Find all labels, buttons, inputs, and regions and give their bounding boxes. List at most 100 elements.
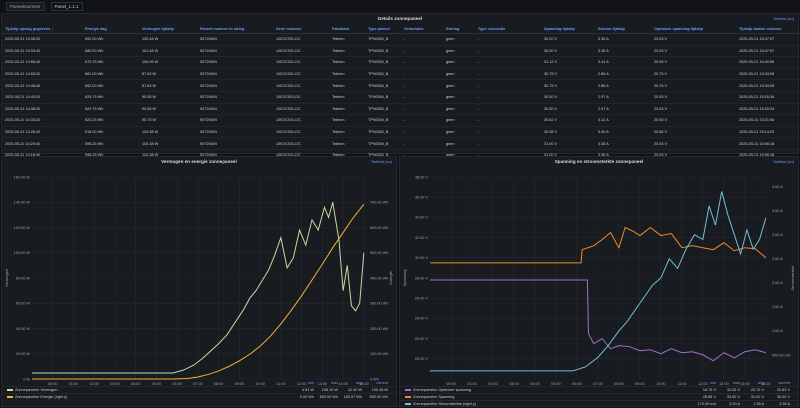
y2-tick-label: 300.00 Wh xyxy=(370,302,388,306)
voltage-current-chart[interactable]: 20.00 V 22.00 V 24.00 V 26.00 V 28.00 V 30.00… xyxy=(400,167,800,393)
column-header[interactable]: Stroom tijdstip xyxy=(595,25,651,34)
table-row[interactable]: 2025-05-21 15:03:40 680.00 Wh 101.48 W 5072… xyxy=(2,45,800,58)
table-cell: Tebeon xyxy=(329,33,365,46)
legend-max-value: 692.00 Wh xyxy=(319,395,338,399)
legend-header[interactable]: max xyxy=(732,381,740,385)
panel-title: Spanning en stroomsterkte zonnepaneel xyxy=(554,159,644,164)
column-header[interactable]: Type connectie xyxy=(475,25,541,34)
legend-row[interactable]: Zonnepanelen Vermogen 4.81 W 108.10 W 42.42… xyxy=(2,386,396,394)
legend-header[interactable]: avg xyxy=(355,381,362,385)
table-cell: 20.58 V xyxy=(651,56,736,69)
table-row[interactable]: 2025-05-21 14:48:40 652.00 Wh 87.83 W 50729… xyxy=(2,79,800,92)
table-cell: 30.75 V xyxy=(541,79,595,92)
table-row[interactable]: 2025-05-21 15:08:20 692.00 Wh 100.48 W 5072… xyxy=(2,33,800,46)
table-cell: - xyxy=(475,56,541,69)
x-tick-label: 08:00 xyxy=(214,382,224,386)
legend-row[interactable]: Zonnepanelen Spanning 28.88 V 33.00 V 31.00… xyxy=(400,393,798,401)
legend-row[interactable]: Zonnepanelen Optimizer spanning 18.75 V 32… xyxy=(400,386,798,394)
legend-series-name[interactable]: Zonnepanelen Optimizer spanning xyxy=(405,388,471,392)
legend-series-name[interactable]: Zonnepanelen Stroomsterkte (right y) xyxy=(405,402,476,406)
panel-menu-link[interactable]: Toelbar (zu) xyxy=(370,159,392,164)
table-cell: 31.12 V xyxy=(541,56,595,69)
table-cell: - xyxy=(475,33,541,46)
table-cell: 20.63 V xyxy=(651,91,736,104)
x-tick-label: 01:00 xyxy=(69,382,79,386)
table-cell: 10E2C921-DC xyxy=(273,45,329,58)
table-cell: - xyxy=(475,79,541,92)
table-cell: 10E2C921-DC xyxy=(273,114,329,127)
column-header[interactable]: Spanning tijdstip xyxy=(541,25,595,34)
table-cell: 2025-05-21 15:47:57 xyxy=(736,45,800,58)
legend-header[interactable]: max xyxy=(330,381,338,385)
table-row[interactable]: 2025-05-21 14:43:20 629.75 Wh 90.55 W 50729… xyxy=(2,91,800,104)
column-header[interactable]: Energie dag xyxy=(82,25,139,34)
legend-min-value: 0.00 Wh xyxy=(299,395,314,399)
table-cell: 100.48 W xyxy=(139,33,197,46)
y2-tick-label: 100.00 Wh xyxy=(370,352,388,356)
panel-menu-link[interactable]: Toelbar (zu) xyxy=(772,159,794,164)
legend-series-name[interactable]: Zonnepanelen Spanning xyxy=(405,395,454,399)
table-cell: 3.35 A xyxy=(595,33,651,46)
legend-header[interactable]: current xyxy=(778,381,790,385)
x-tick-label: 11:00 xyxy=(677,382,686,386)
table-cell: 2025-05-21 15:40:56 xyxy=(736,56,800,69)
table-row[interactable]: 2025-05-21 14:23:40 598.25 Wh 104.38 W 5072… xyxy=(2,137,800,150)
x-tick-label: 02:00 xyxy=(488,382,498,386)
table-cell: TPN0DM_B xyxy=(365,91,401,104)
x-tick-label: 04:00 xyxy=(131,382,141,386)
table-row[interactable]: 2025-05-21 14:33:20 622.25 Wh 95.70 W 50729… xyxy=(2,114,800,127)
y-tick-label: 32.00 V xyxy=(415,236,429,240)
column-header[interactable]: Verbonden xyxy=(401,25,443,34)
legend-series-name[interactable]: Zonnepanelen Vermogen xyxy=(7,388,58,392)
column-header[interactable]: Vermogen tijdstip xyxy=(139,25,197,34)
details-table-panel: Details zonnepaneel Toelbar (zu) Tijdsti… xyxy=(1,13,800,162)
column-header[interactable]: Tijdstip opslag gegevens ↓ xyxy=(2,25,82,34)
column-header[interactable]: Serie nummer xyxy=(273,25,329,34)
table-row[interactable]: 2025-05-21 14:28:40 618.00 Wh 103.38 W 5072… xyxy=(2,126,800,139)
table-cell: - xyxy=(475,126,541,139)
table-row[interactable]: 2025-05-21 14:53:20 661.00 Wh 87.83 W 50729… xyxy=(2,68,800,81)
y-tick-label: 0 W xyxy=(23,377,30,381)
x-tick-label: 14:00 xyxy=(740,382,750,386)
column-header[interactable]: Fabrikant xyxy=(329,25,365,34)
column-header[interactable]: Tijdstip laatste controle xyxy=(736,25,800,34)
power-energy-chart[interactable]: 0 W 20.00 W 40.00 W 60.00 W 80.00 W 100.00 W 1… xyxy=(2,167,398,393)
table-cell: 629.75 Wh xyxy=(82,103,139,116)
table-cell: Tebeon xyxy=(329,137,365,150)
legend-header[interactable]: avg xyxy=(757,381,764,385)
voltage-current-panel: Spanning en stroomsterkte zonnepaneel To… xyxy=(399,156,799,407)
x-tick-label: 15:00 xyxy=(359,382,369,386)
legend-series-name[interactable]: Zonnepanelen Energie (right y) xyxy=(7,395,67,399)
x-tick-label: 11:00 xyxy=(276,382,285,386)
column-header[interactable]: Type paneel xyxy=(365,25,401,34)
legend-header[interactable]: current xyxy=(376,381,388,385)
column-header[interactable]: Paneel nummer in string xyxy=(197,25,273,34)
legend-row[interactable]: Zonnepanelen Energie (right y) 0.00 Wh 692… xyxy=(2,393,396,401)
panel-number-select[interactable]: Panel_1.1.1 xyxy=(50,1,83,11)
table-cell: 50729454 xyxy=(197,68,273,81)
y-tick-label: 140.00 W xyxy=(14,201,31,205)
series-line xyxy=(430,279,766,362)
legend-current-value: 3.35 A xyxy=(779,402,790,406)
table-cell: 90.55 W xyxy=(139,91,197,104)
column-header[interactable]: Storing xyxy=(443,25,475,34)
series-line xyxy=(32,202,365,374)
table-cell: - xyxy=(401,79,443,92)
legend-row[interactable]: Zonnepanelen Stroomsterkte (right y) 170.… xyxy=(400,400,798,408)
table-cell: 104.38 W xyxy=(139,137,197,150)
table-cell: geen xyxy=(443,33,475,46)
table-row[interactable]: 2025-05-21 14:38:20 629.75 Wh 90.55 W 50729… xyxy=(2,103,800,116)
table-cell: 50729454 xyxy=(197,103,273,116)
x-tick-label: 13:00 xyxy=(318,382,328,386)
legend-header[interactable]: min xyxy=(307,381,314,385)
table-cell: TPN0DM_B xyxy=(365,33,401,46)
table-cell: 30.50 V xyxy=(541,91,595,104)
table-cell: - xyxy=(401,126,443,139)
panel-menu-link[interactable]: Toelbar (zu) xyxy=(772,16,794,21)
table-cell: TPN0DM_B xyxy=(365,103,401,116)
table-cell: 2025-05-21 14:53:20 xyxy=(2,68,82,81)
table-cell: - xyxy=(401,33,443,46)
table-row[interactable]: 2025-05-21 14:58:40 670.75 Wh 106.99 W 5072… xyxy=(2,56,800,69)
column-header[interactable]: Optimizer spanning tijdstip xyxy=(651,25,736,34)
legend-header[interactable]: min xyxy=(709,381,716,385)
